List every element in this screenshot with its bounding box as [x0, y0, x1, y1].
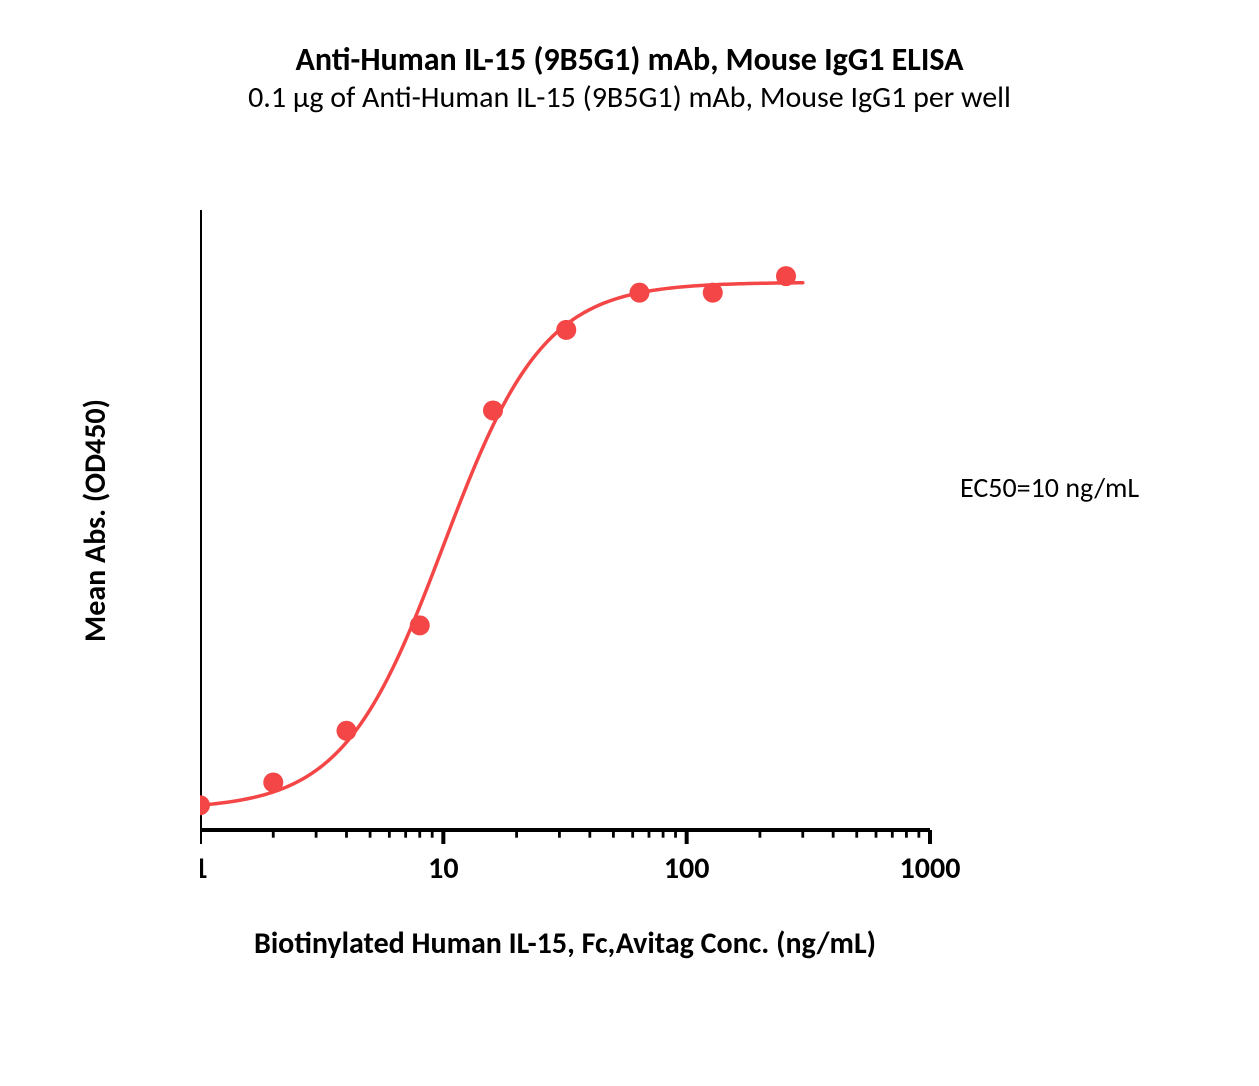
x-tick-label: 100 — [664, 850, 710, 887]
data-point — [483, 400, 503, 420]
chart-title-sub: 0.1 μg of Anti-Human IL-15 (9B5G1) mAb, … — [0, 79, 1259, 116]
y-axis-title: Mean Abs. (OD450) — [77, 288, 114, 753]
data-point — [703, 283, 723, 303]
data-point — [630, 283, 650, 303]
page: Anti-Human IL-15 (9B5G1) mAb, Mouse IgG1… — [0, 0, 1259, 1086]
data-point — [200, 795, 210, 815]
data-point — [337, 721, 357, 741]
x-tick-label: 1 — [200, 850, 208, 887]
title-block: Anti-Human IL-15 (9B5G1) mAb, Mouse IgG1… — [0, 40, 1259, 116]
data-point — [776, 266, 796, 286]
fit-curve — [200, 283, 803, 805]
data-point — [556, 320, 576, 340]
x-axis-title: Biotinylated Human IL-15, Fc,Avitag Conc… — [200, 925, 930, 962]
data-point — [263, 772, 283, 792]
data-point — [410, 615, 430, 635]
x-tick-label: 1000 — [900, 850, 961, 887]
chart-title-main: Anti-Human IL-15 (9B5G1) mAb, Mouse IgG1… — [0, 40, 1259, 79]
x-tick-label: 10 — [428, 850, 458, 887]
ec50-annotation: EC50=10 ng/mL — [960, 470, 1139, 505]
chart-svg: 01231101001000 — [200, 210, 1050, 910]
